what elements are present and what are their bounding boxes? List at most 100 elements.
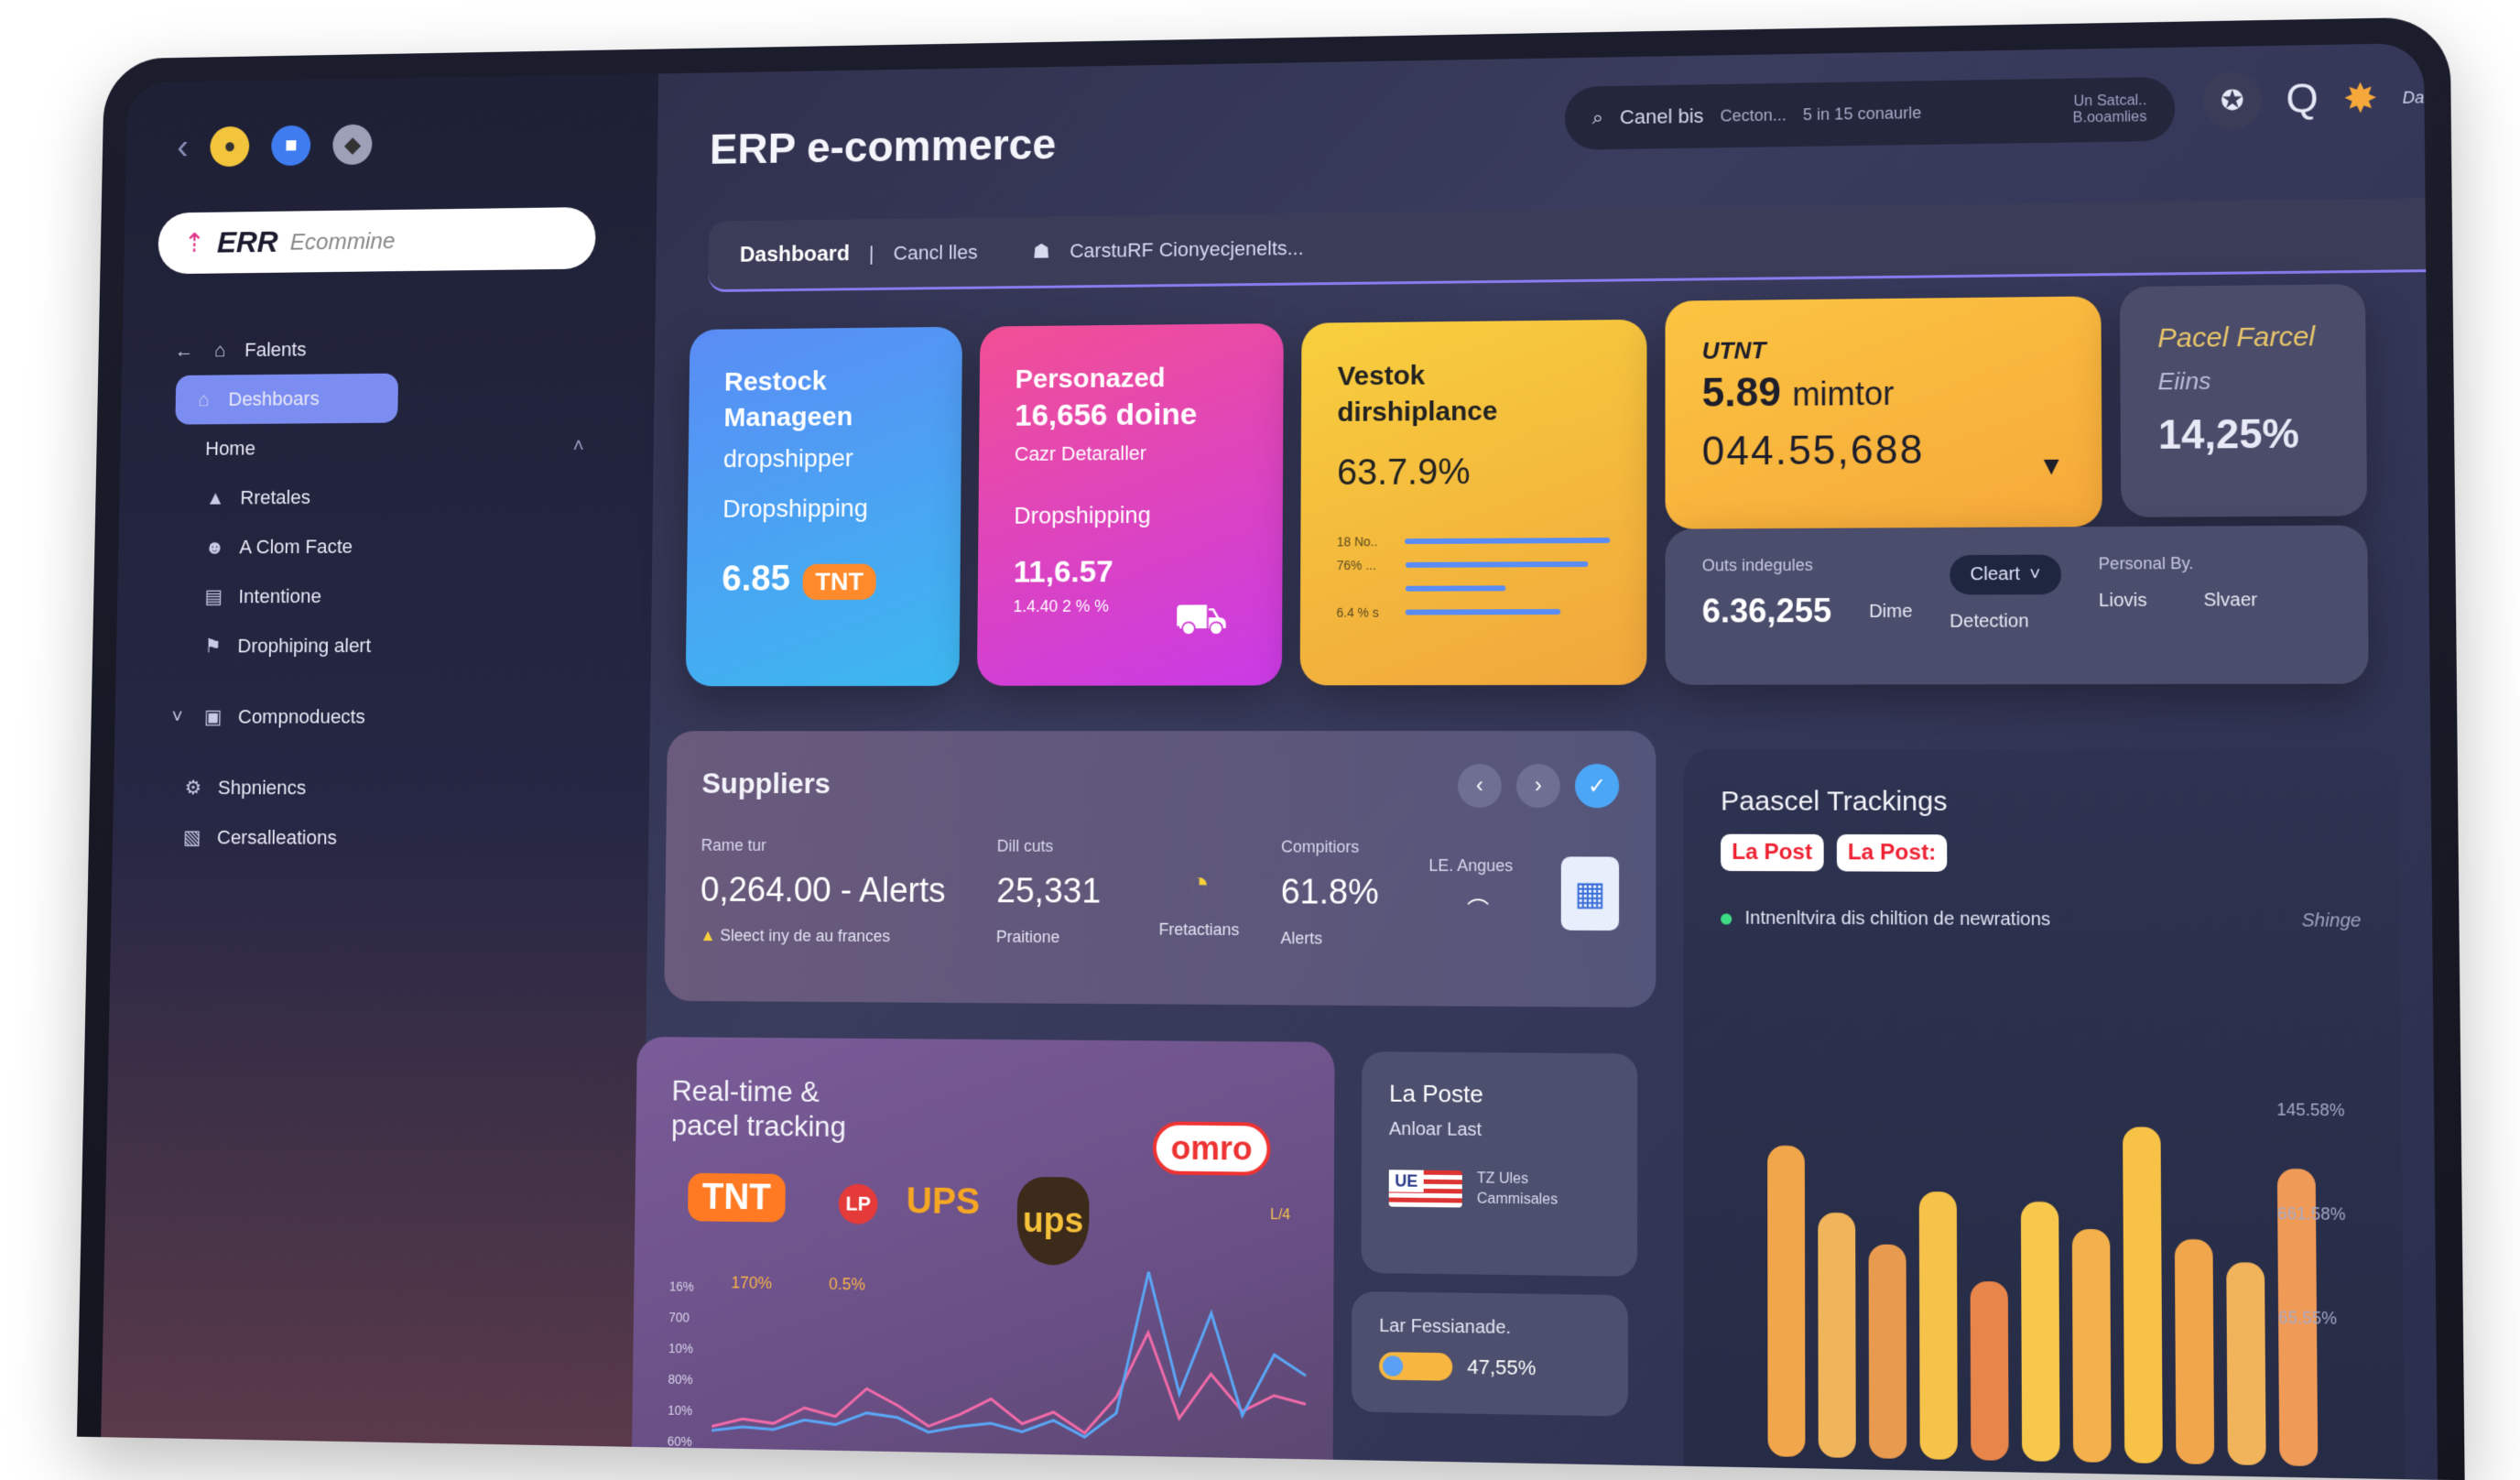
chat-app-icon[interactable]: ■ [271,125,311,167]
mini-bar-label: 18 No.. [1337,534,1390,549]
mini-bar-row: 76% ... [1337,552,1611,577]
stat-sub: Fretactians [1150,920,1248,940]
back-icon[interactable]: ‹ [177,127,189,167]
check-icon[interactable]: ✓ [1575,764,1619,808]
brand-name: ERR [217,225,278,260]
user-name[interactable]: Dastle [2403,87,2438,107]
search-icon[interactable]: Q [2286,76,2319,123]
kpi-value-row: 5.89 mimtor [1702,367,2065,417]
la-poste-card[interactable]: La Poste Anloar Last TZ Ules Cammisales [1361,1051,1637,1277]
dropdown-caret-icon[interactable]: ▼ [2038,452,2065,481]
kpi-value: 5.89 [1702,370,1781,416]
notification-icon[interactable]: ✸ [2342,75,2378,123]
la-poste-badge[interactable]: La Post [1721,834,1823,872]
parcel-bar-chart: 145.58%661.58%65.55%00351.151751.16 [1721,1054,2366,1480]
mini-bar [1406,585,1505,591]
mini-bar-list: 18 No.. 76% ... 6.4 % s [1336,528,1610,625]
fessianade-title: Lar Fessianade. [1379,1316,1600,1341]
kpi-title-line: dirshiplance [1337,393,1610,431]
sidebar-item-shipments[interactable]: ⚙ Shpniencs [147,763,614,813]
legend-dot-icon [1721,913,1732,924]
kpi-card-outs: Outs indegules 6.36,255 Dime Cleart ˅ De… [1665,526,2368,685]
suppliers-pager: ‹ › ✓ [1458,764,1619,808]
kpi-card-personalized[interactable]: Personazed 16,656 doine Cazr Detaraller … [977,323,1284,686]
realtime-line-chart: 16%70010%80%10%60% [667,1218,1315,1476]
sidebar-item-label: Home [205,437,255,460]
sidebar-item-label: Drophiping alert [237,635,371,658]
clear-dropdown[interactable]: Cleart ˅ [1950,555,2061,595]
delivery-truck-icon: ⛟ [1174,593,1229,649]
kpi-card-restock[interactable]: Restock Manageen dropshipper Dropshippin… [686,327,962,687]
sidebar-item-intentione[interactable]: ▤ Intentione [151,571,617,622]
page-title: ERP e-commerce [710,120,1057,174]
panel-title: Real-time & [671,1073,1298,1114]
la-poste-badge[interactable]: La Post: [1837,834,1948,872]
supplier-stat: Rame tur 0,264.00 - Alerts ▲ Sleect iny … [700,836,964,947]
bar [2072,1229,2112,1463]
kpi-card-outs-grid: Outs indegules 6.36,255 Dime Cleart ˅ De… [1702,553,2330,633]
stat-label: Rame tur [701,836,965,855]
star-icon[interactable]: ✪ [2203,71,2262,129]
stat-sub-row: ▲ Sleect iny de au frances [700,926,964,946]
carrier-badges: La Post La Post: [1721,834,2361,874]
kpi-subtitle: Eiins [2157,365,2328,396]
tnt-logo: TNT [803,564,876,600]
breadcrumb-customers[interactable]: CarstuRF Cionyecjenelts... [1070,236,1304,263]
kpi-subtitle: dropshipper [723,443,926,473]
box-icon: ▲ [204,486,227,509]
sidebar-item-clom-facte[interactable]: ☻ A Clom Facte [152,520,618,572]
bar [2175,1239,2214,1464]
fessianade-card[interactable]: Lar Fessianade. 47,55% [1352,1291,1628,1417]
kpi-title-line: Vestok [1338,356,1611,395]
lp-logo: LP [839,1184,878,1224]
y-tick-label: 16% [669,1279,694,1294]
sidebar-item-home[interactable]: Home ˄ [154,421,619,474]
sidebar-item-label: Rretales [240,486,310,510]
warning-icon: ▲ [700,926,715,944]
sidebar-item-dropshipping-alert[interactable]: ⚑ Drophiping alert [150,620,616,671]
realtime-tracking-panel: Real-time & pacel tracking TNT LP UPS up… [632,1037,1335,1480]
sidebar-item-rretales[interactable]: ▲ Rretales [153,471,618,523]
mini-bar [1405,538,1610,544]
tnt-logo: TNT [688,1173,786,1223]
chevron-right-icon[interactable]: › [1516,764,1560,808]
brand-logo[interactable]: ⇡ ERR Ecommine [158,207,596,274]
breadcrumb-dashboard[interactable]: Dashboard [740,241,850,267]
stat-value: 61.8% [1281,873,1396,912]
sidebar-item-dashboard[interactable]: ⌂ Deshboars [175,374,398,425]
home-icon: ⌂ [192,388,215,411]
brand-mark-icon: ⇡ [183,228,205,259]
legend-right-label[interactable]: Shinge [2302,910,2362,932]
breadcrumb-separator: | [869,242,874,265]
toggle-switch[interactable] [1379,1352,1452,1381]
search-input[interactable]: Canel bis [1620,104,1704,129]
kpi-card-vestok[interactable]: Vestok dirshiplance 63.7.9% 18 No.. 76% … [1300,320,1647,686]
sidebar-item-cancellations[interactable]: ▧ Cersalleations [147,812,614,864]
search-filter[interactable]: Un Satcal.. B.ooamlies [2072,92,2146,126]
us-flag-icon [1389,1170,1462,1207]
legend-label: Intnenltvira dis chiltion de newrations [1744,909,2050,931]
sidebar-item-label: A Clom Facte [239,535,353,559]
yellow-app-icon[interactable]: ● [210,126,249,167]
supplier-stat: Compitiors 61.8% Alerts [1280,838,1396,949]
parcel-trackings-panel: Paascel Trackings La Post La Post: Intne… [1684,749,2406,1480]
kpi-card-pacel-farcel[interactable]: Pacel Farcel Eiins 14,25% [2120,284,2367,517]
ship-icon: ⚙ [181,777,204,800]
kpi-subtitle: Dropshipping [1014,501,1246,530]
personal-value-2: Slvaer [2203,590,2257,612]
search-icon: ⌕ [1592,106,1603,130]
kpi-value: 11,6.57 [1014,554,1247,591]
kpi-card-utnt[interactable]: UTNT 5.89 mimtor 044.55,688 ▼ [1665,296,2102,528]
sidebar-item-compnoduects[interactable]: ˅ ▣ Compnoduects [148,691,615,742]
search-bar[interactable]: ⌕ Canel bis Cecton... 5 in 15 conaurle U… [1565,77,2176,150]
grey-app-icon[interactable]: ◆ [332,125,373,166]
breadcrumb-cancels[interactable]: Cancl lles [894,240,978,264]
bar [1818,1213,1856,1458]
app-tile-icon[interactable]: ▦ [1560,856,1619,930]
stat-value: 0,264.00 - Alerts [701,871,965,911]
sidebar-item-falents[interactable]: ← ⌂ Falents [156,321,620,375]
chevron-up-icon[interactable]: ˄ [572,434,584,457]
chevron-left-icon[interactable]: ‹ [1458,764,1502,808]
kpi-value: 6.85 [722,559,790,598]
y-axis-label: 145.58% [2276,1100,2344,1120]
